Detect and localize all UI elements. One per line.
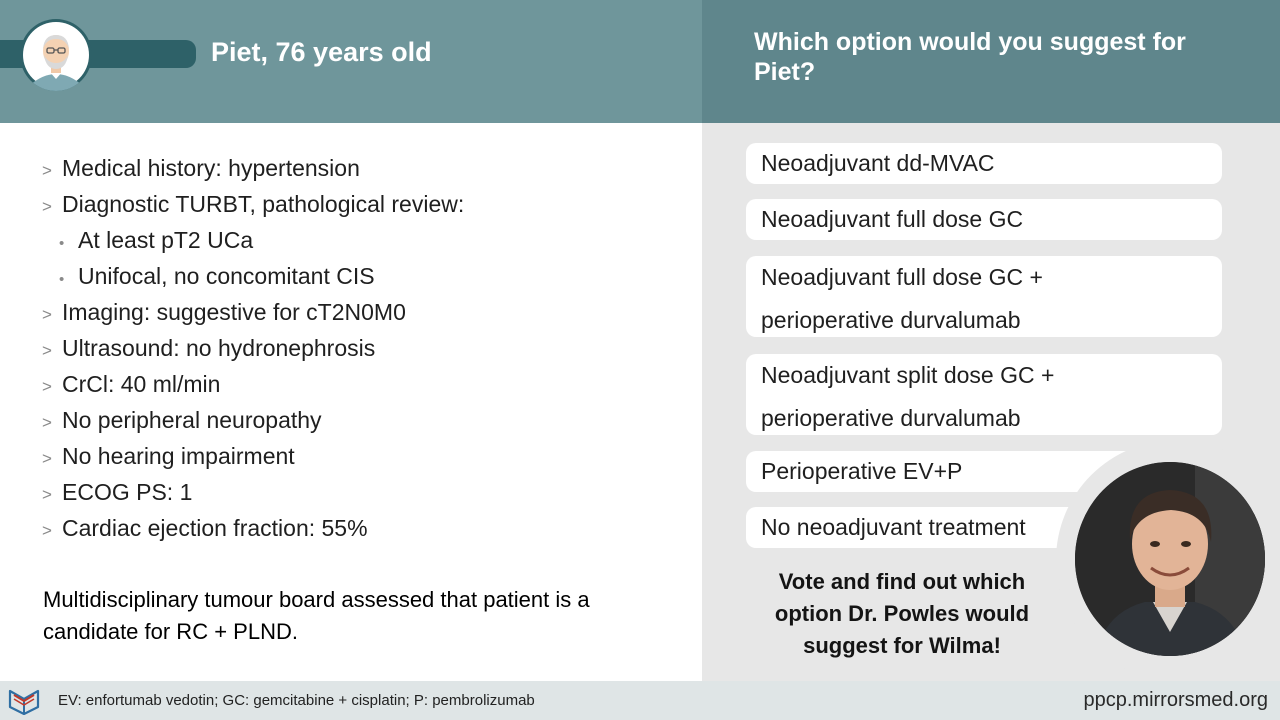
history-item: > Imaging: suggestive for cT2N0M0 bbox=[42, 294, 464, 330]
vote-prompt: Vote and find out which option Dr. Powle… bbox=[774, 569, 1030, 658]
bullet-marker: > bbox=[42, 197, 52, 216]
option-split-dose-gc-durvalumab[interactable]: Neoadjuvant split dose GC + perioperativ… bbox=[746, 354, 1222, 435]
bullet-dot: • bbox=[59, 271, 65, 288]
bullet-marker: > bbox=[42, 341, 52, 360]
history-subitem: • At least pT2 UCa bbox=[42, 222, 464, 258]
history-item: > Cardiac ejection fraction: 55% bbox=[42, 510, 464, 546]
bullet-marker: > bbox=[42, 413, 52, 432]
option-label: No neoadjuvant treatment bbox=[761, 514, 1026, 540]
history-item: > No hearing impairment bbox=[42, 438, 464, 474]
tumour-board-note: Multidisciplinary tumour board assessed … bbox=[43, 587, 590, 644]
elderly-man-avatar-icon bbox=[20, 19, 92, 91]
bullet-marker: > bbox=[42, 377, 52, 396]
history-item: > CrCl: 40 ml/min bbox=[42, 366, 464, 402]
expert-portrait-icon bbox=[1075, 462, 1265, 656]
bullet-marker: > bbox=[42, 521, 52, 540]
option-label-line2: perioperative durvalumab bbox=[761, 307, 1021, 333]
footer-url[interactable]: ppcp.mirrorsmed.org bbox=[1083, 689, 1268, 711]
option-dd-mvac[interactable]: Neoadjuvant dd-MVAC bbox=[746, 143, 1222, 184]
option-full-dose-gc-durvalumab[interactable]: Neoadjuvant full dose GC + perioperative… bbox=[746, 256, 1222, 337]
patient-history-list: > Medical history: hypertension > Diagnost… bbox=[42, 150, 464, 546]
history-subitem: • Unifocal, no concomitant CIS bbox=[42, 258, 464, 294]
question-heading: Which option would you suggest for Piet? bbox=[754, 28, 1186, 86]
book-logo-icon bbox=[8, 687, 40, 716]
history-item: > ECOG PS: 1 bbox=[42, 474, 464, 510]
option-label: Neoadjuvant dd-MVAC bbox=[761, 150, 995, 176]
option-label: Neoadjuvant split dose GC + bbox=[761, 362, 1055, 388]
option-label: Neoadjuvant full dose GC bbox=[761, 206, 1024, 232]
patient-title: Piet, 76 years old bbox=[211, 37, 432, 67]
bullet-marker: > bbox=[42, 305, 52, 324]
option-label: Neoadjuvant full dose GC + bbox=[761, 264, 1043, 290]
bullet-marker: > bbox=[42, 449, 52, 468]
history-item: > Diagnostic TURBT, pathological review: bbox=[42, 186, 464, 222]
history-item: > Medical history: hypertension bbox=[42, 150, 464, 186]
history-item: > Ultrasound: no hydronephrosis bbox=[42, 330, 464, 366]
bullet-marker: > bbox=[42, 161, 52, 180]
bullet-marker: > bbox=[42, 485, 52, 504]
footer-bar bbox=[0, 681, 1280, 720]
option-full-dose-gc[interactable]: Neoadjuvant full dose GC bbox=[746, 199, 1222, 240]
abbreviations-footnote: EV: enfortumab vedotin; GC: gemcitabine … bbox=[58, 692, 535, 709]
history-item: > No peripheral neuropathy bbox=[42, 402, 464, 438]
header-right bbox=[702, 0, 1280, 123]
option-label-line2: perioperative durvalumab bbox=[761, 405, 1021, 431]
option-label: Perioperative EV+P bbox=[761, 458, 963, 484]
bullet-dot: • bbox=[59, 235, 65, 252]
